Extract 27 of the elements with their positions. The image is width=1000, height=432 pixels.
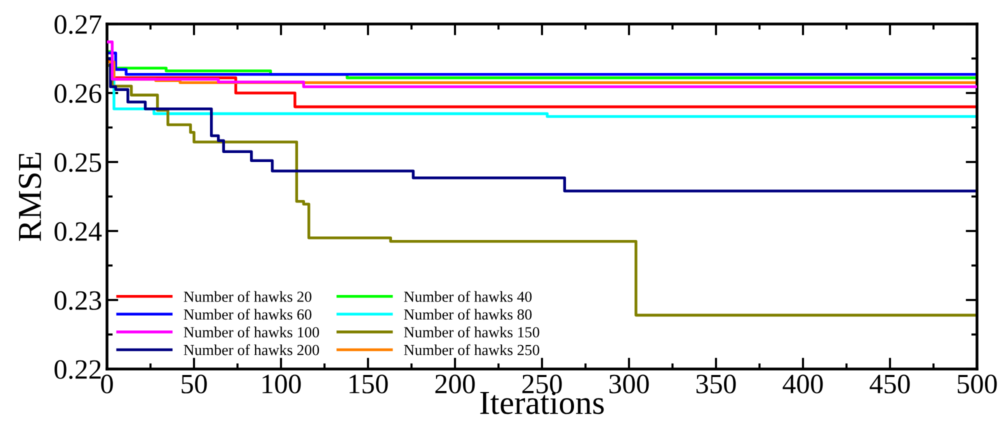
x-tick-label: 100 [262, 374, 301, 394]
x-tick-label: 400 [782, 374, 823, 394]
x-tick-label: 200 [435, 374, 475, 394]
y-axis-title: RMSE [18, 152, 42, 241]
legend-label: Number of hawks 20 [184, 290, 312, 302]
legend-label: Number of hawks 200 [184, 344, 320, 356]
x-tick-label: 250 [522, 374, 562, 394]
legend-label: Number of hawks 150 [404, 326, 540, 338]
legend-label: Number of hawks 100 [184, 326, 320, 338]
legend-label: Number of hawks 40 [404, 290, 532, 302]
x-tick-label: 50 [182, 374, 207, 394]
x-tick-label: 450 [870, 374, 910, 394]
x-tick-label: 350 [696, 374, 736, 394]
legend-label: Number of hawks 250 [404, 344, 540, 356]
y-tick-label: 0.22 [54, 360, 101, 380]
y-tick-label: 0.23 [54, 291, 102, 310]
x-tick-label: 0 [101, 374, 113, 394]
y-tick-label: 0.25 [54, 153, 102, 172]
y-tick-label: 0.26 [54, 84, 102, 104]
x-tick-label: 300 [609, 374, 649, 394]
x-tick-label: 150 [350, 374, 388, 394]
x-axis-title: Iterations [480, 392, 604, 414]
x-tick-label: 500 [958, 374, 997, 394]
legend-label: Number of hawks 80 [404, 308, 532, 320]
y-tick-label: 0.24 [54, 222, 102, 242]
y-tick-label: 0.27 [54, 15, 102, 34]
legend-label: Number of hawks 60 [184, 308, 312, 320]
